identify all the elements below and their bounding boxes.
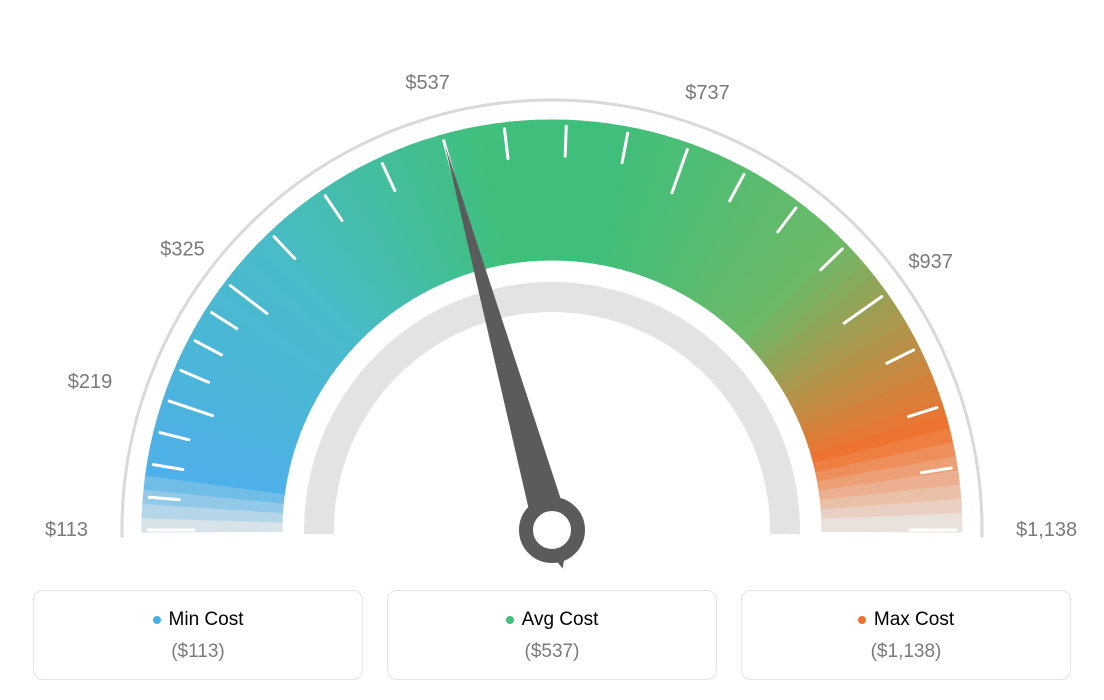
tick-label: $219 bbox=[68, 371, 113, 393]
legend-label-min: Min Cost bbox=[169, 609, 244, 631]
legend-value-avg: ($537) bbox=[398, 641, 706, 663]
legend-label-avg: Avg Cost bbox=[522, 609, 599, 631]
legend-dot-avg bbox=[506, 616, 514, 624]
legend-card-avg: Avg Cost ($537) bbox=[387, 590, 717, 680]
legend-card-max: Max Cost ($1,138) bbox=[741, 590, 1071, 680]
gauge-band bbox=[142, 120, 962, 532]
legend-card-min: Min Cost ($113) bbox=[33, 590, 363, 680]
legend-dot-min bbox=[153, 616, 161, 624]
legend-value-max: ($1,138) bbox=[752, 641, 1060, 663]
legend-value-min: ($113) bbox=[44, 641, 352, 663]
tick-label: $113 bbox=[45, 519, 88, 541]
tick-label: $937 bbox=[908, 251, 953, 273]
legend-row: Min Cost ($113) Avg Cost ($537) Max Cost… bbox=[20, 590, 1084, 680]
legend-dot-max bbox=[858, 616, 866, 624]
tick-label: $737 bbox=[685, 82, 730, 104]
tick-label: $537 bbox=[405, 72, 450, 94]
gauge-svg: $113 $219 $325 $537 $737 $937 $1,138 bbox=[20, 30, 1084, 570]
cost-gauge: $113 $219 $325 $537 $737 $937 $1,138 bbox=[20, 30, 1084, 570]
tick-label: $1,138 bbox=[1016, 519, 1077, 541]
tick-label: $325 bbox=[160, 238, 205, 260]
needle-hub bbox=[526, 504, 578, 556]
legend-label-max: Max Cost bbox=[874, 609, 954, 631]
